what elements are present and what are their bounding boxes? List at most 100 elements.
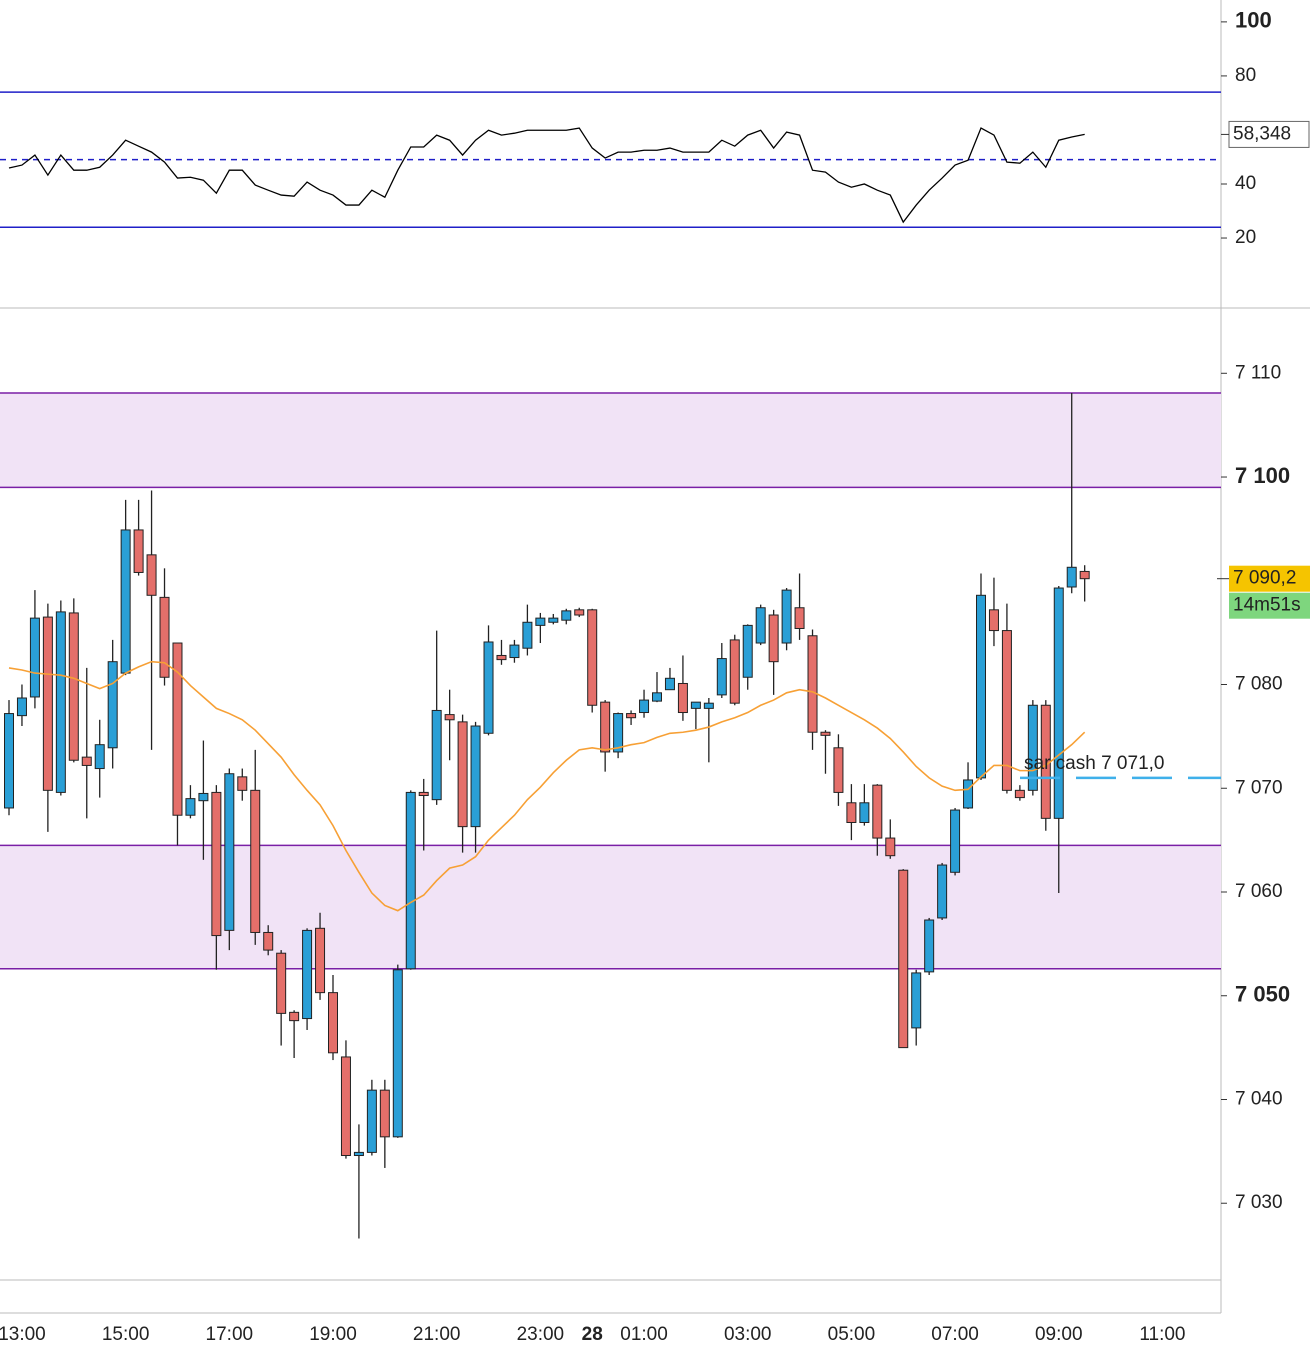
countdown-box [1229,592,1310,619]
candle-body [1027,704,1038,791]
candle-body [716,658,727,696]
candle-body [1066,566,1077,588]
rsi-line [8,127,1085,224]
candle-body [742,624,753,678]
candle-body [418,791,429,797]
candle-body [911,972,922,1029]
candle-body [976,594,986,779]
candle-body [561,610,572,621]
x-tick-label: 21:00 [413,1324,461,1345]
candle-body [963,779,974,809]
candle-body [470,725,481,828]
current-price-label: 7 090,2 [1233,568,1296,589]
candle-body [405,791,416,970]
candle-body [4,713,14,809]
candle-body [574,609,585,616]
candle-body [924,919,935,973]
candle-body [237,776,248,791]
candle-body [379,1089,390,1138]
candle-body [898,869,909,1049]
annotation-label: sar cash 7 071,0 [1024,753,1164,774]
candle-body [457,721,468,828]
candle-body [1014,789,1025,799]
candle-body [315,927,326,994]
candle-body [81,756,92,766]
candle-body [159,596,170,678]
current-value-label: 58,348 [1233,123,1291,144]
x-tick-label: 01:00 [620,1324,668,1345]
candle-body [781,589,792,644]
candle-body [950,809,961,873]
x-tick-label: 13:00 [0,1324,46,1345]
candle-body [55,611,66,793]
candle-body [626,713,637,719]
current-value-box [1228,120,1310,148]
candle-body [366,1089,377,1153]
candle-body [859,802,870,823]
candle-body [120,529,131,674]
candle-body [302,929,313,1020]
candle-body [107,661,118,749]
candle-body [276,952,287,1014]
candle-body [185,798,196,816]
candle-body [548,617,559,623]
candle-body [1053,587,1064,819]
candle-body [807,635,818,733]
candle-body [522,621,533,649]
x-tick-label: 09:00 [1035,1324,1083,1345]
x-tick-label: 05:00 [828,1324,876,1345]
x-tick-label: 17:00 [206,1324,254,1345]
candle-body [535,617,546,626]
candle-body [664,677,675,691]
candle-body [639,699,650,714]
x-tick-label: 07:00 [931,1324,979,1345]
candle-body [263,931,274,951]
y-tick-label: 7 050 [1235,982,1290,1007]
countdown-label: 14m51s [1233,595,1301,616]
candle-body [1079,570,1090,580]
candle-body [224,773,235,931]
candle-body [652,692,662,702]
zone [0,845,1221,969]
y-tick-label: 80 [1235,65,1256,86]
candle-body [703,702,714,709]
candle-body [613,713,624,753]
x-tick-label: 19:00 [309,1324,357,1345]
candle-body [198,792,209,802]
candle-body [885,837,896,857]
candle-body [431,709,442,801]
candle-body [690,701,701,709]
candle-body [68,612,79,761]
candle-body [846,802,857,823]
y-tick-label: 7 110 [1235,362,1281,383]
candle-body [16,697,27,717]
candle-body [820,731,831,736]
y-tick-label: 40 [1235,173,1256,194]
candle-body [146,554,157,596]
zone [0,392,1221,488]
y-tick-label: 7 040 [1235,1089,1283,1110]
x-tick-label: 28 [582,1324,603,1345]
candle-body [250,789,261,933]
candle-body [211,791,222,937]
candle-body [289,1011,300,1022]
candle-body [42,616,53,791]
candle-body [340,1056,351,1157]
moving-average [8,660,1086,912]
candle-body [444,714,455,721]
candle-body [172,642,183,816]
candle-body [768,614,779,663]
candle-body [1001,630,1012,791]
y-tick-label: 100 [1235,8,1272,33]
candle-body [392,969,403,1138]
candle-body [133,529,144,573]
x-tick-label: 03:00 [724,1324,772,1345]
y-tick-label: 7 100 [1235,463,1290,488]
candle-body [587,609,598,706]
candle-body [483,641,494,734]
candle-body [872,784,883,839]
candle-body [755,607,766,644]
candle-body [94,744,105,770]
